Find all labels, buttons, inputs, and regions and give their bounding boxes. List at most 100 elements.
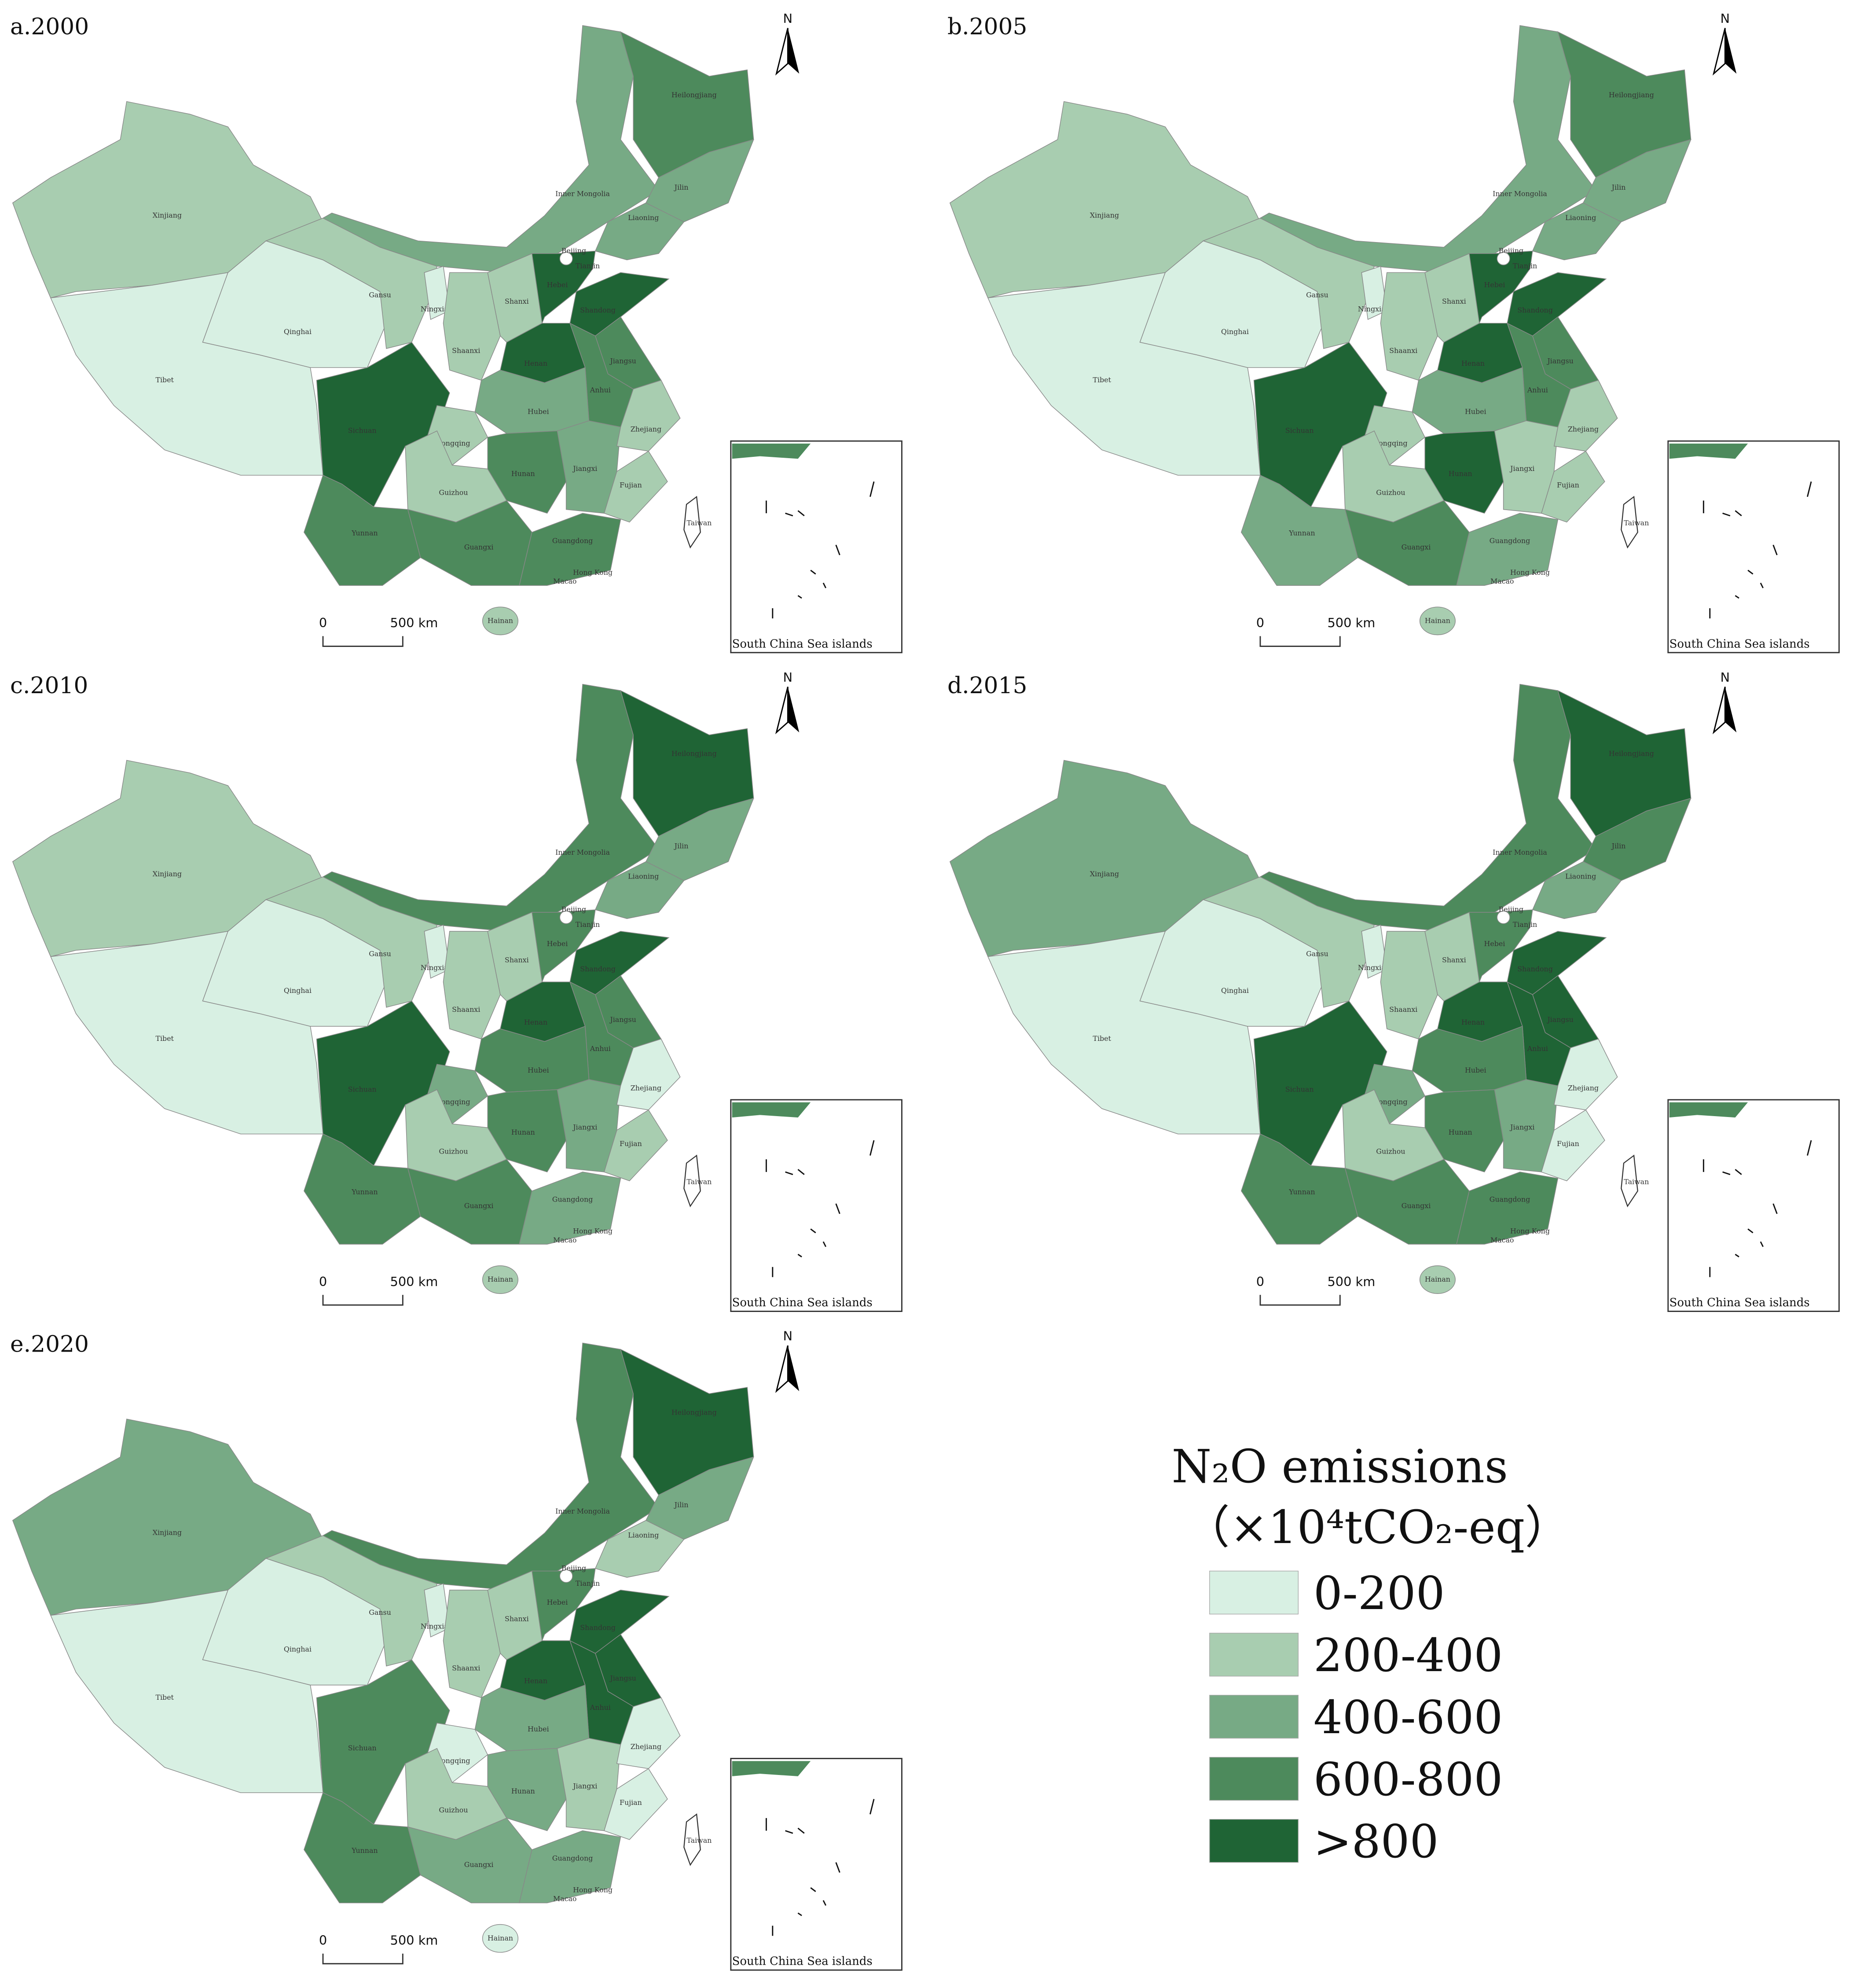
place-label: Taiwan: [1624, 1177, 1649, 1186]
province-label: Inner Mongolia: [1493, 189, 1547, 198]
province-label: Henan: [1461, 359, 1485, 367]
province-label: Zhejiang: [631, 425, 661, 434]
province-label: Shaanxi: [452, 346, 480, 355]
province-label: Anhui: [590, 1703, 611, 1712]
province-label: Inner Mongolia: [555, 1507, 610, 1515]
north-arrow: [1725, 687, 1737, 733]
province-label: Zhejiang: [1568, 425, 1599, 434]
province-label: Xinjiang: [1090, 870, 1119, 878]
province-label: Hainan: [1425, 1275, 1450, 1283]
taiwan-outline: [1621, 496, 1638, 549]
province: [1541, 1109, 1605, 1181]
province: [1456, 1172, 1559, 1245]
scale-zero: 0: [319, 615, 327, 630]
province-label: Shanxi: [505, 1614, 529, 1623]
inset-label: South China Sea islands: [732, 1955, 873, 1968]
province: [407, 1159, 532, 1245]
province-label: Liaoning: [628, 213, 659, 222]
scale-label: 500 km: [1327, 1274, 1375, 1289]
province-label: Shanxi: [1442, 956, 1466, 964]
province-label: Yunnan: [1288, 529, 1315, 537]
province-label: Guangdong: [1490, 1195, 1530, 1204]
place-label: Hong Kong: [573, 1227, 613, 1235]
province-label: Tibet: [155, 1693, 174, 1701]
province-label: Hainan: [1425, 616, 1450, 625]
province-label: Liaoning: [1565, 213, 1596, 222]
province-label: Hunan: [511, 1128, 535, 1136]
place-label: Hong Kong: [573, 1885, 613, 1894]
province-label: Gansu: [1306, 949, 1328, 958]
province: [1541, 451, 1605, 523]
province-label: Liaoning: [1565, 872, 1596, 881]
scale-bar: [1259, 1295, 1341, 1306]
province-label: Xinjiang: [153, 211, 182, 219]
inset-islands: [765, 1140, 875, 1277]
province: [482, 1265, 518, 1294]
place-label: Beijing: [1499, 905, 1523, 914]
province-label: Hunan: [511, 469, 535, 478]
place-label: Beijing: [561, 246, 586, 255]
province: [487, 1748, 567, 1831]
place-label: Tianjin: [1513, 920, 1537, 929]
province-label: Qinghai: [1221, 986, 1249, 995]
province: [1456, 513, 1559, 586]
province-label: Jiangxi: [1509, 1123, 1534, 1132]
province: [519, 1830, 621, 1903]
north-label: N: [783, 670, 793, 685]
province-label: Tibet: [155, 1034, 174, 1043]
province-label: Guangdong: [552, 1854, 593, 1862]
map-panel: c.2010 Xinjiang Tibet Qinghai Gansu Inner Mon…: [10, 670, 903, 1312]
province-label: Jiangsu: [1546, 356, 1574, 365]
province-label: Inner Mongolia: [1493, 848, 1547, 856]
province-label: Heilongjiang: [671, 1408, 717, 1416]
scale-bar: [322, 636, 404, 647]
north-label: N: [1721, 11, 1730, 26]
legend-label: 400-600: [1314, 1691, 1503, 1744]
inset-islands: [1703, 1140, 1812, 1277]
north-arrow: [1712, 28, 1726, 76]
province: [1344, 1159, 1470, 1245]
province-label: Guizhou: [439, 1147, 468, 1155]
province-label: Heilongjiang: [1609, 750, 1654, 758]
province-label: Anhui: [1527, 386, 1548, 394]
scale-zero: 0: [319, 1933, 327, 1948]
place-label: Tianjin: [576, 1579, 600, 1587]
taiwan-outline: [683, 1154, 701, 1208]
province-label: Shandong: [580, 965, 616, 973]
province-label: Heilongjiang: [671, 91, 717, 99]
beijing-area: [559, 252, 573, 265]
place-label: Macao: [1490, 1236, 1514, 1244]
inset-islands: [765, 481, 875, 619]
province-label: Shaanxi: [1389, 1005, 1417, 1014]
legend-swatch: [1209, 1756, 1299, 1801]
inset-frame: [1667, 1099, 1840, 1312]
place-label: Hong Kong: [1510, 568, 1550, 577]
province: [519, 513, 621, 586]
province-label: Hebei: [547, 939, 568, 948]
scale-label: 500 km: [390, 615, 438, 630]
province-label: Fujian: [1557, 1139, 1579, 1148]
north-label: N: [1721, 670, 1730, 685]
province: [949, 760, 1261, 957]
province-label: Gansu: [369, 1608, 391, 1617]
place-label: Beijing: [561, 905, 586, 914]
province-label: Hainan: [488, 616, 513, 625]
province: [604, 1109, 668, 1181]
province: [1344, 500, 1470, 586]
province: [1553, 380, 1618, 452]
province-label: Hubei: [1465, 407, 1486, 415]
province-label: Shanxi: [1442, 297, 1466, 305]
scale-label: 500 km: [390, 1933, 438, 1948]
province-label: Guizhou: [1376, 489, 1405, 497]
scale-zero: 0: [1256, 615, 1264, 630]
province-label: Ningxia: [1358, 305, 1386, 313]
province-label: Qinghai: [1221, 327, 1249, 336]
province-label: Qinghai: [284, 327, 312, 336]
inset-label: South China Sea islands: [732, 1296, 873, 1309]
province-label: Shanxi: [505, 297, 529, 305]
province-label: Liaoning: [628, 872, 659, 881]
legend-swatch: [1209, 1570, 1299, 1615]
taiwan-outline: [683, 496, 701, 549]
inset-coast: [1669, 1102, 1748, 1118]
